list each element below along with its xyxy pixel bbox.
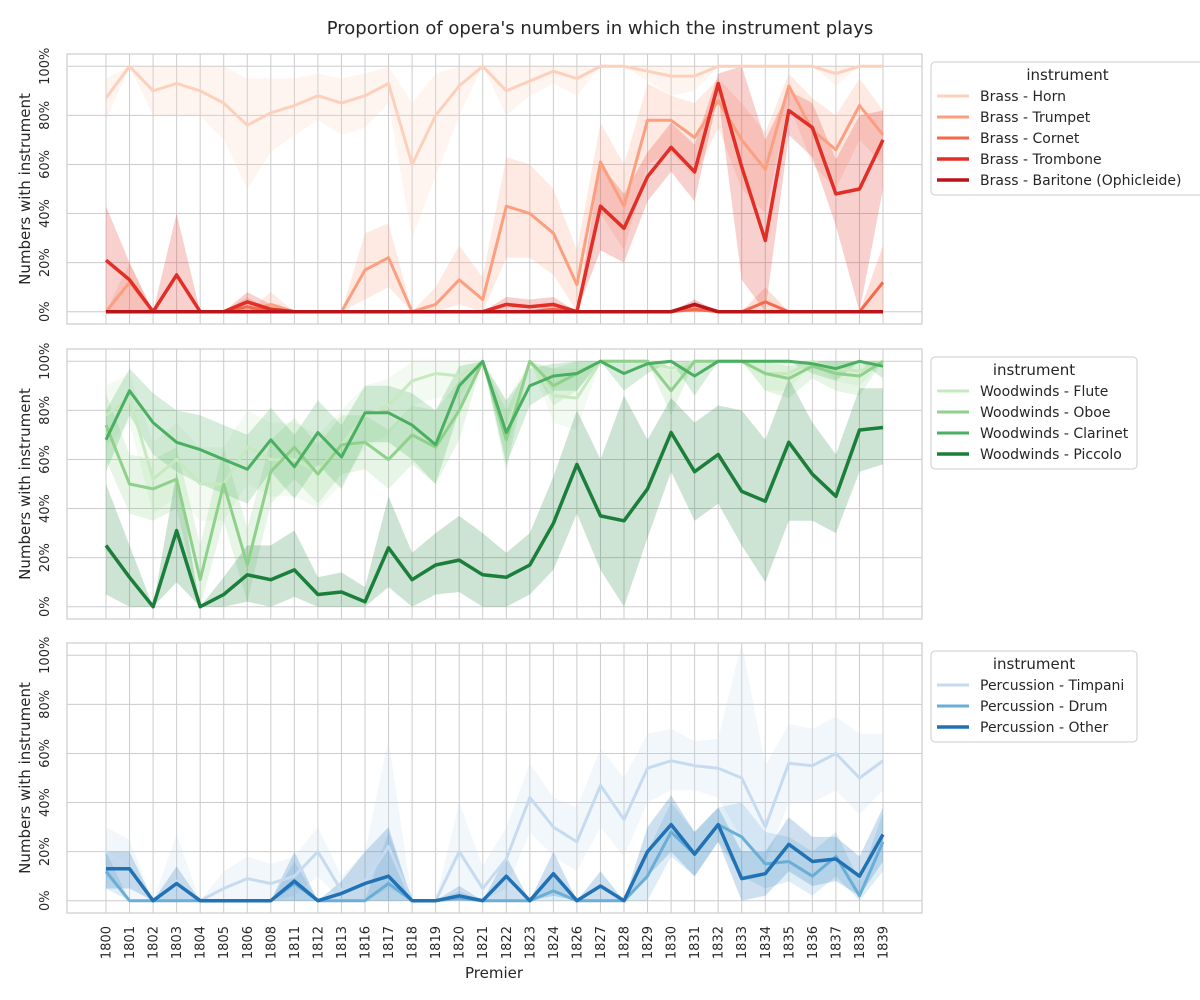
y-tick-label: 20% [38,248,53,277]
x-tick-label: 1837 [829,926,844,959]
x-tick-label: 1811 [288,926,303,959]
legend-title: instrument [993,655,1075,673]
legend-entry: Woodwinds - Flute [980,384,1108,400]
legend: instrument Brass - Horn Brass - Trumpet Bra… [930,61,1200,196]
panel-woodwinds: 0% 20% 40% 60% 80% 100% Numbers with instrumen… [16,343,1138,620]
y-tick-label: 100% [38,637,53,674]
legend-box [930,356,1138,470]
legend-title: instrument [993,361,1075,379]
y-tick-label: 0% [38,890,53,911]
ci-band-3 [106,378,883,607]
legend-entry: Brass - Trumpet [980,110,1091,126]
y-tick-label: 80% [38,690,53,719]
x-tick-label: 1819 [429,926,444,959]
y-tick-label: 60% [38,445,53,474]
x-tick-label: 1831 [688,926,703,959]
legend-entry: Woodwinds - Oboe [980,405,1110,421]
x-tick-label: 1816 [359,926,374,959]
y-tick-label: 40% [38,788,53,817]
ci-band-1 [106,361,883,607]
x-tick-label: 1830 [665,926,680,959]
x-tick-label: 1835 [782,926,797,959]
legend-entry: Percussion - Drum [980,699,1108,715]
x-tick-label: 1813 [335,926,350,959]
x-tick-label: 1800 [100,926,115,959]
panel-brass: 0% 20% 40% 60% 80% 100% Numbers with instrumen… [16,48,1200,325]
x-tick-label: 1806 [241,926,256,959]
x-tick-label: 1829 [641,926,656,959]
y-tick-label: 80% [38,101,53,130]
ci-band-0 [106,361,883,521]
y-tick-label: 40% [38,199,53,228]
y-tick-label: 20% [38,837,53,866]
x-tick-label: 1823 [523,926,538,959]
x-tick-label: 1801 [123,926,138,959]
x-tick-label: 1824 [547,926,562,959]
y-tick-label: 0% [38,301,53,322]
y-tick-label: 60% [38,739,53,768]
x-tick-label: 1802 [147,926,162,959]
panel-percussion: 0% 20% 40% 60% 80% 100% Numbers with instrumen… [16,637,1138,959]
ci-band-1 [106,802,883,901]
ci-band-0 [106,66,883,239]
y-axis-label: Numbers with instrument [16,93,34,285]
panels: 0% 20% 40% 60% 80% 100% Numbers with instrumen… [16,48,1200,959]
y-axis-label: Numbers with instrument [16,682,34,874]
series-line-0 [104,64,883,166]
x-tick-label: 1808 [264,926,279,959]
legend-entry: Brass - Trombone [980,152,1102,168]
x-tick-label: 1812 [311,926,326,959]
x-tick-label: 1836 [806,926,821,959]
legend-entry: Woodwinds - Piccolo [980,447,1122,463]
series-line-2 [106,822,885,903]
x-tick-label: 1832 [712,926,727,959]
y-tick-label: 60% [38,150,53,179]
chart-title: Proportion of opera's numbers in which t… [327,18,874,39]
legend-entry: Woodwinds - Clarinet [980,426,1129,442]
plot-area [66,642,923,914]
x-tick-label: 1817 [382,926,397,959]
legend: instrument Woodwinds - Flute Woodwinds - O… [930,356,1138,470]
x-tick-label: 1820 [453,926,468,959]
series-line-3 [104,81,885,314]
y-tick-label: 100% [38,343,53,380]
x-tick-label: 1828 [618,926,633,959]
ci-band-2 [106,795,883,901]
legend-entry: Percussion - Other [980,720,1108,736]
x-tick-label: 1838 [853,926,868,959]
y-tick-label: 80% [38,396,53,425]
x-tick-label: 1833 [735,926,750,959]
legend-entry: Percussion - Timpani [980,678,1124,694]
x-tick-label: 1821 [476,926,491,959]
legend-title: instrument [1026,66,1108,84]
ci-band-2 [106,361,883,504]
y-tick-label: 40% [38,494,53,523]
series-line-2 [104,359,884,471]
series-line-3 [104,425,884,609]
legend: instrument Percussion - Timpani Percussion… [930,650,1138,743]
legend-entry: Brass - Horn [980,89,1066,105]
plot-area [66,53,923,325]
x-tick-label: 1839 [877,926,892,959]
x-tick-label: 1826 [570,926,585,959]
y-tick-label: 20% [38,543,53,572]
x-tick-label: 1818 [406,926,421,959]
y-tick-label: 100% [38,48,53,85]
series-line-0 [105,752,884,903]
legend-box [930,650,1138,743]
legend-box [930,61,1200,196]
legend-entry: Brass - Cornet [980,131,1080,147]
x-tick-label: 1805 [217,926,232,959]
series-line-4 [106,302,883,314]
x-tick-label: 1803 [170,926,185,959]
x-tick-label: 1827 [594,926,609,959]
x-tick-label: 1804 [194,926,209,959]
x-axis-label: Premier [465,964,524,982]
y-tick-label: 0% [38,596,53,617]
legend-entry: Brass - Baritone (Ophicleide) [980,173,1181,189]
y-axis-label: Numbers with instrument [16,388,34,580]
x-tick-label: 1834 [759,926,774,959]
x-tick-label: 1822 [500,926,515,959]
